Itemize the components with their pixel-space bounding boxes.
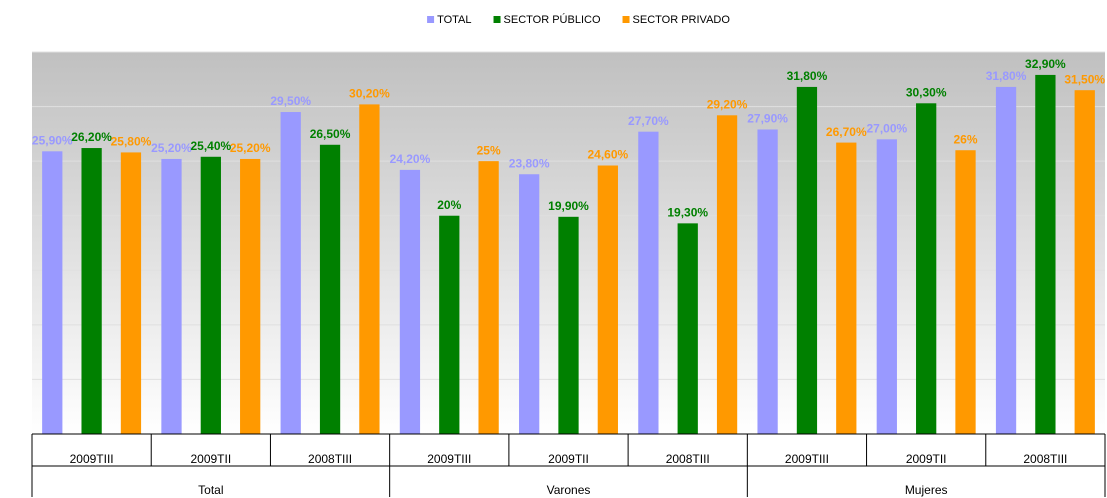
value-label: 23,80%: [509, 156, 550, 170]
bar: [399, 169, 421, 435]
value-label: 19,90%: [548, 199, 589, 213]
value-label: 25,90%: [32, 133, 73, 147]
bar: [1074, 90, 1095, 434]
bar: [716, 115, 738, 434]
legend-label: SECTOR PRIVADO: [633, 14, 731, 26]
bar: [120, 152, 142, 434]
x-tick-label: 2009TII: [906, 452, 947, 466]
x-tick-label: 2009TIII: [70, 452, 114, 466]
group-label: Mujeres: [905, 483, 948, 497]
value-label: 25,20%: [230, 141, 271, 155]
value-label: 25,40%: [190, 139, 231, 153]
bar: [42, 151, 63, 434]
value-label: 31,80%: [986, 69, 1027, 83]
bar: [1035, 74, 1056, 435]
bar: [319, 144, 341, 434]
bar: [796, 86, 818, 434]
value-label: 30,20%: [349, 87, 390, 101]
bar: [955, 150, 976, 434]
legend-label: TOTAL: [437, 14, 471, 26]
value-label: 29,20%: [707, 97, 748, 111]
value-label: 27,70%: [628, 114, 669, 128]
bar: [200, 156, 221, 434]
value-label: 25%: [477, 143, 501, 157]
legend-swatch: [493, 16, 501, 23]
bar: [359, 104, 380, 434]
value-label: 29,50%: [270, 94, 311, 108]
value-label: 26,70%: [826, 125, 867, 139]
bar: [439, 215, 460, 434]
bar: [558, 216, 579, 434]
value-label: 20%: [437, 198, 461, 212]
bar: [876, 139, 897, 435]
value-label: 25,20%: [151, 141, 192, 155]
value-label: 24,20%: [390, 152, 431, 166]
x-tick-label: 2009TIII: [785, 452, 829, 466]
bar: [597, 165, 618, 434]
group-label: Total: [198, 483, 223, 497]
value-label: 25,80%: [111, 135, 152, 149]
bar: [677, 223, 698, 434]
bar: [638, 131, 659, 434]
value-label: 24,60%: [587, 148, 628, 162]
value-label: 27,90%: [747, 112, 788, 126]
x-tick-label: 2008TIII: [666, 452, 710, 466]
value-label: 19,30%: [667, 206, 708, 220]
x-tick-label: 2009TII: [190, 452, 231, 466]
legend-swatch: [622, 16, 630, 23]
bar: [916, 103, 937, 434]
x-tick-label: 2009TII: [548, 452, 589, 466]
value-label: 31,50%: [1064, 72, 1105, 86]
bar: [161, 158, 182, 434]
bar: [81, 148, 102, 434]
bar: [240, 158, 261, 434]
bar: [995, 86, 1017, 434]
legend-swatch: [427, 16, 435, 23]
x-tick-label: 2008TIII: [1023, 452, 1067, 466]
value-label: 26,20%: [71, 130, 112, 144]
value-label: 27,00%: [866, 121, 907, 135]
value-label: 31,80%: [787, 69, 828, 83]
bar: [836, 142, 857, 435]
group-label: Varones: [547, 483, 591, 497]
bar: [280, 112, 301, 435]
value-label: 30,30%: [906, 85, 947, 99]
value-label: 26%: [953, 132, 977, 146]
bar: [519, 174, 540, 435]
x-tick-label: 2009TIII: [427, 452, 471, 466]
value-label: 32,90%: [1025, 57, 1066, 71]
x-tick-label: 2008TIII: [308, 452, 352, 466]
bar: [478, 161, 499, 434]
legend-label: SECTOR PÚBLICO: [504, 13, 601, 26]
bar: [757, 129, 778, 434]
value-label: 26,50%: [310, 127, 351, 141]
